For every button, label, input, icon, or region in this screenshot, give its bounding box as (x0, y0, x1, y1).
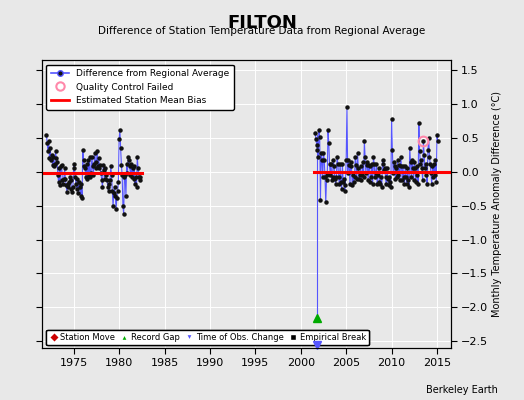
Text: FILTON: FILTON (227, 14, 297, 32)
Y-axis label: Monthly Temperature Anomaly Difference (°C): Monthly Temperature Anomaly Difference (… (493, 91, 503, 317)
Text: Difference of Station Temperature Data from Regional Average: Difference of Station Temperature Data f… (99, 26, 425, 36)
Text: Berkeley Earth: Berkeley Earth (426, 385, 498, 395)
Legend: Station Move, Record Gap, Time of Obs. Change, Empirical Break: Station Move, Record Gap, Time of Obs. C… (46, 330, 369, 345)
